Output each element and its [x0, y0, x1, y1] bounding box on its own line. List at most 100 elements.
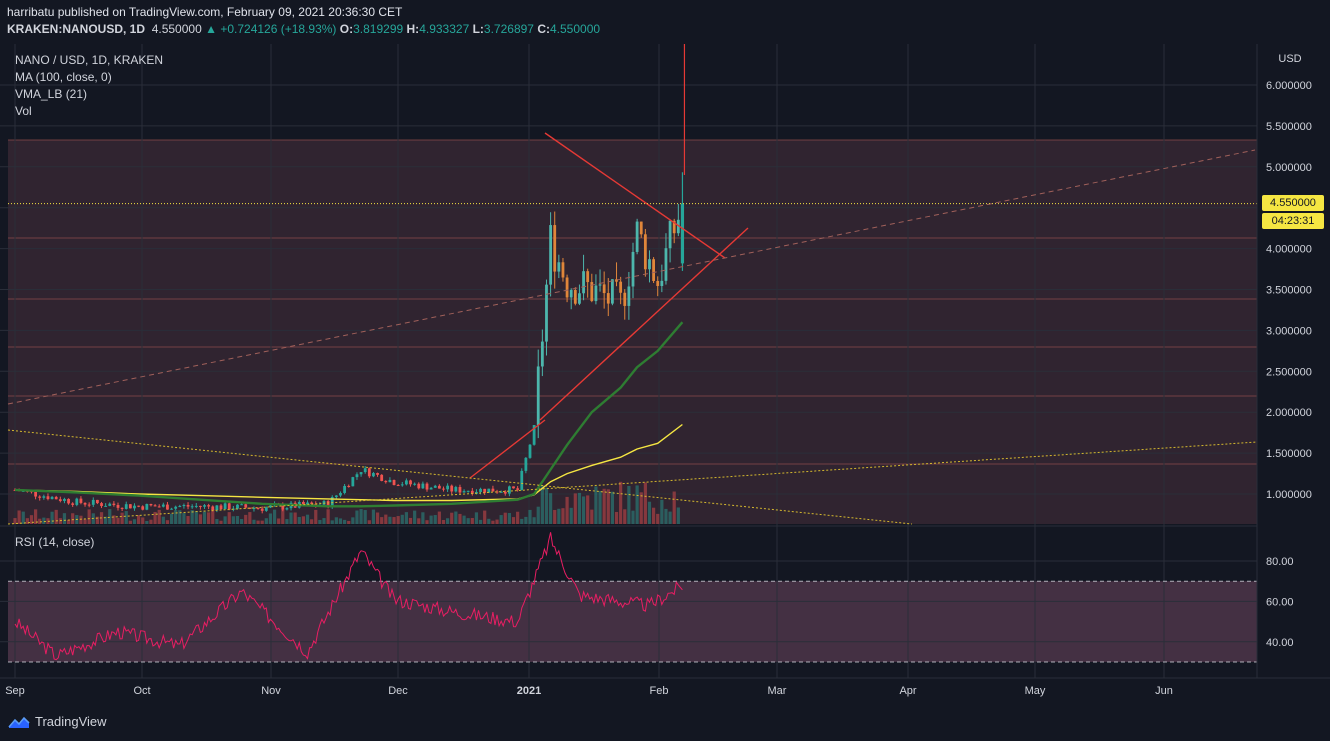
- volume-bar: [202, 511, 207, 524]
- candle-body: [611, 279, 614, 304]
- volume-bar: [425, 520, 429, 524]
- volume-bar: [322, 518, 326, 524]
- volume-bar: [338, 518, 343, 524]
- volume-bar: [310, 519, 314, 524]
- price-tick-label: 5.000000: [1266, 162, 1312, 174]
- candle-body: [166, 504, 169, 510]
- candle-body: [528, 444, 532, 458]
- time-tick-label: Sep: [5, 685, 25, 697]
- volume-bar: [388, 516, 392, 524]
- ascending-dotted-trendline: [7, 441, 1258, 525]
- candle-body: [635, 221, 639, 252]
- candle-body: [153, 505, 157, 507]
- volume-bar: [83, 519, 87, 524]
- time-tick-label: 2021: [517, 685, 541, 697]
- volume-bar: [62, 513, 67, 524]
- volume-bar: [478, 519, 483, 524]
- candle-body: [425, 483, 429, 490]
- volume-bar: [507, 513, 511, 524]
- volume-bar: [190, 510, 194, 524]
- volume-bar: [277, 518, 281, 524]
- volume-bar: [668, 511, 672, 524]
- candle-body: [124, 504, 128, 509]
- last-candle-body: [680, 203, 685, 264]
- volume-bar: [137, 515, 141, 524]
- time-tick-label: Mar: [768, 685, 787, 697]
- candle-body: [203, 505, 206, 507]
- candle-body: [660, 280, 664, 286]
- candle-body: [326, 501, 330, 508]
- candle-body: [207, 505, 211, 507]
- time-tick-label: Nov: [261, 685, 281, 697]
- candle-body: [520, 470, 524, 490]
- volume-bar: [396, 516, 400, 524]
- high-value: 4.933327: [419, 22, 470, 36]
- volume-bar: [71, 513, 75, 524]
- candle-body: [508, 486, 511, 494]
- volume-bar: [549, 493, 553, 524]
- volume-bar: [408, 517, 413, 524]
- candle-body: [355, 474, 359, 478]
- candle-body: [384, 480, 388, 483]
- candle-body: [54, 496, 58, 500]
- volume-bar: [38, 518, 42, 524]
- volume-bar: [223, 516, 227, 524]
- volume-bar: [95, 516, 99, 524]
- volume-bar: [347, 520, 351, 524]
- low-label: L:: [472, 22, 484, 36]
- volume-bar: [198, 514, 202, 524]
- candle-body: [116, 504, 120, 508]
- volume-bar: [474, 512, 479, 524]
- volume-bar: [524, 516, 528, 524]
- candle-body: [413, 483, 417, 485]
- price-tick-label: 4.000000: [1266, 244, 1312, 256]
- candle-body: [42, 496, 46, 498]
- bar-countdown-tag: 04:23:31: [1262, 213, 1324, 229]
- candle-body: [96, 499, 99, 504]
- volume-bar: [643, 482, 647, 524]
- volume-bar: [417, 518, 421, 524]
- volume-bar: [244, 514, 248, 524]
- volume-bar: [433, 515, 437, 524]
- candle-body: [211, 506, 215, 511]
- symbol-name[interactable]: KRAKEN:NANOUSD, 1D: [7, 22, 146, 36]
- legend-vol[interactable]: Vol: [15, 104, 32, 118]
- legend-ma[interactable]: MA (100, close, 0): [15, 70, 112, 84]
- tradingview-brand[interactable]: TradingView: [8, 714, 107, 729]
- candle-body: [454, 487, 458, 492]
- volume-bar: [450, 512, 454, 524]
- candle-body: [248, 507, 252, 509]
- volume-bar: [631, 510, 635, 524]
- volume-bar: [194, 511, 198, 524]
- candle-body: [141, 506, 145, 510]
- candle-body: [656, 280, 660, 286]
- breakout-trendline: [469, 419, 546, 479]
- volume-bar: [50, 511, 54, 524]
- price-tick-label: 6.000000: [1266, 80, 1312, 92]
- candle-body: [668, 220, 672, 249]
- legend-vma[interactable]: VMA_LB (21): [15, 87, 88, 101]
- candle-body: [108, 503, 112, 506]
- volume-bar: [404, 512, 408, 524]
- legend-rsi[interactable]: RSI (14, close): [15, 535, 95, 549]
- volume-bar: [169, 513, 174, 524]
- candle-body: [359, 472, 363, 475]
- candle-body: [623, 292, 627, 306]
- candle-body: [112, 503, 116, 505]
- volume-bar: [375, 512, 380, 524]
- volume-bar: [34, 509, 38, 524]
- volume-bar: [470, 518, 474, 524]
- candle-body: [557, 262, 561, 272]
- candle-body: [137, 505, 140, 507]
- candle-body: [256, 508, 260, 510]
- volume-bar: [359, 509, 363, 524]
- volume-bar: [664, 508, 668, 524]
- volume-bar: [42, 517, 46, 524]
- volume-bar: [639, 492, 643, 524]
- volume-bar: [573, 493, 577, 524]
- change-arrow-icon: ▲: [205, 22, 217, 36]
- legend-title[interactable]: NANO / USD, 1D, KRAKEN: [15, 53, 164, 67]
- candle-body: [676, 219, 680, 234]
- last-price: 4.550000: [151, 22, 202, 36]
